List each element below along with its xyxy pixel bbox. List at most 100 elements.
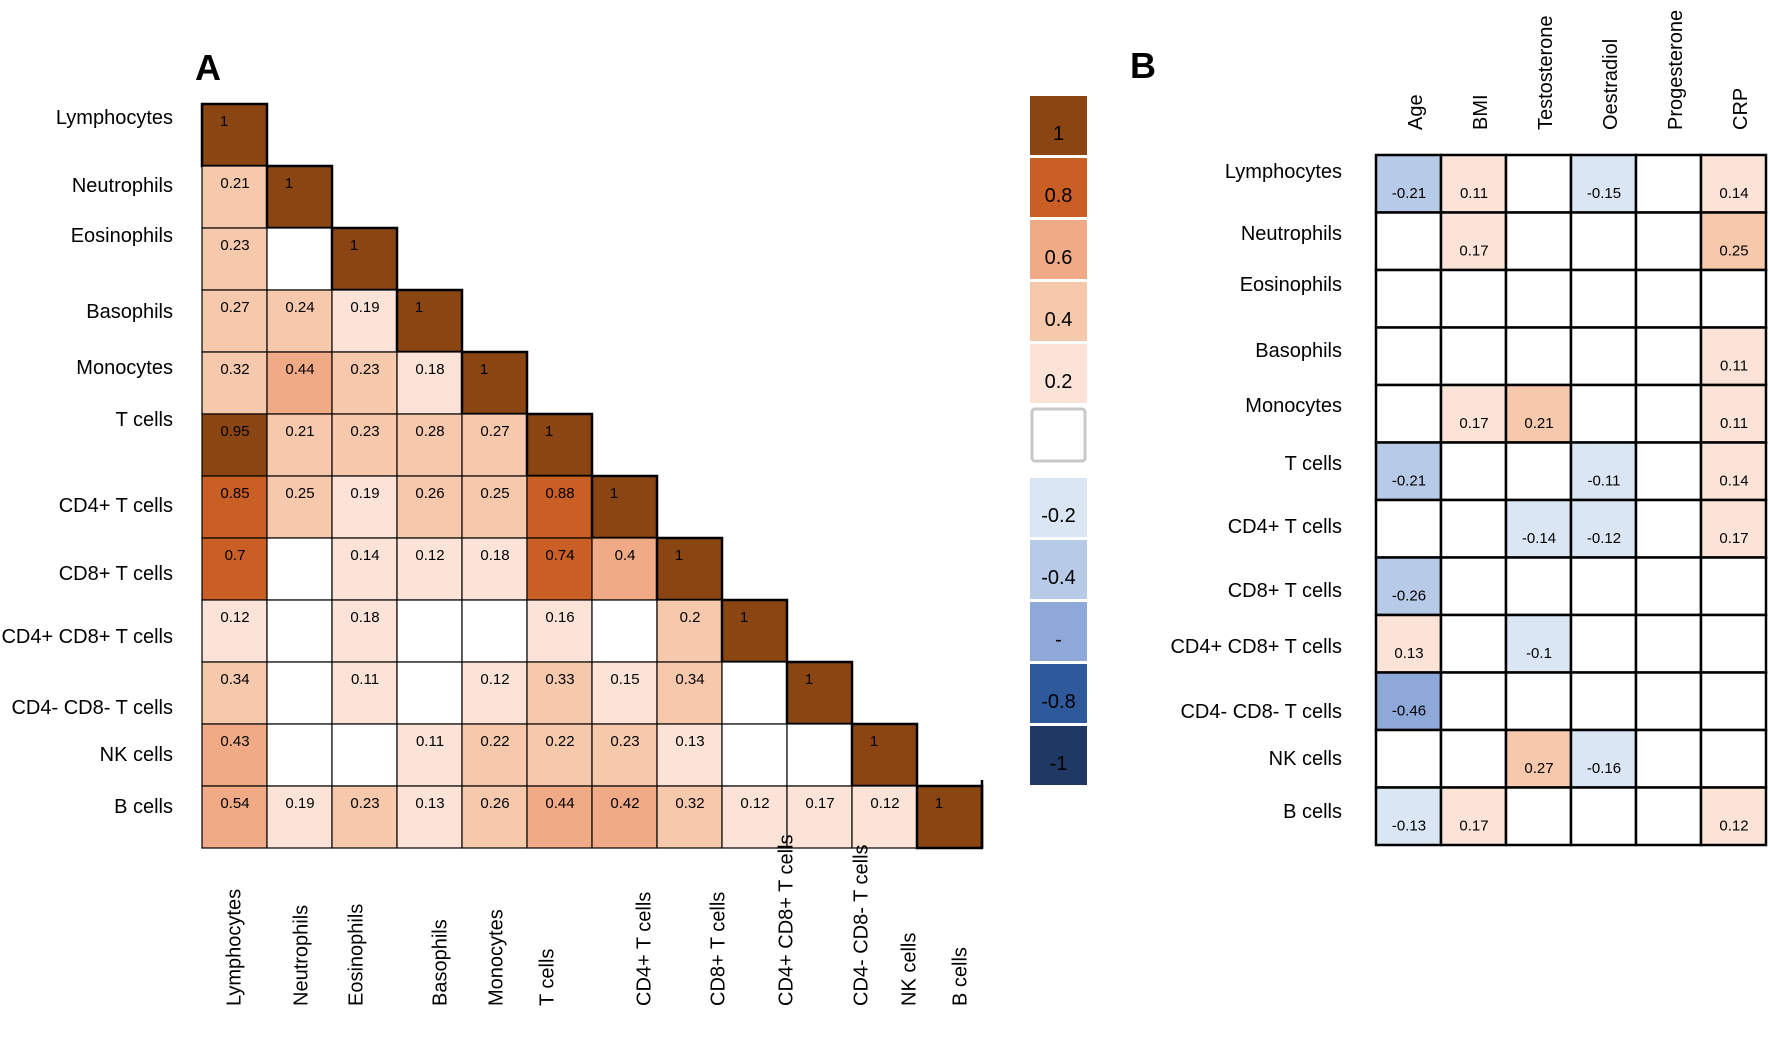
value-a-basophils-neutrophils: 0.24 bbox=[285, 299, 314, 316]
value-b-cd4-t-cells-crp: 0.17 bbox=[1719, 530, 1748, 547]
value-a-b-cells-eosinophils: 0.23 bbox=[350, 795, 379, 812]
panel-label-a: A bbox=[195, 47, 221, 88]
color-scale-legend: 1 0.8 0.6 0.4 0.2 -0.2 -0.4 - -0.8 -1 bbox=[1030, 96, 1087, 785]
value-b-b-cells-bmi: 0.17 bbox=[1459, 818, 1488, 835]
row-label-b-t-cells: T cells bbox=[1285, 453, 1342, 475]
value-a-b-cells-cd8-t-cells: 0.32 bbox=[675, 795, 704, 812]
legend-label-8: -0.4 bbox=[1041, 567, 1075, 589]
col-label-b-bmi: BMI bbox=[1470, 94, 1492, 130]
value-a-nk-cells-nk-cells: 1 bbox=[870, 733, 878, 750]
value-a-cd4-cd8-t-cells-cd8-t-cells: 0.34 bbox=[675, 671, 704, 688]
value-a-cd8-t-cells-cd4-t-cells: 0.4 bbox=[615, 547, 636, 564]
cell-b-cd8-t-cells-oestradiol bbox=[1569, 556, 1638, 617]
cell-b-cd4-t-cells-oestradiol bbox=[1569, 498, 1638, 559]
cell-a-cd4-cd8-t-cells-cd4-cd8-t-cells bbox=[721, 661, 788, 725]
cell-b-nk-cells-bmi bbox=[1439, 728, 1508, 789]
panel-a-heatmap: 10.21 10.23 10.27 0.24 0.19 10.32 0.44 0.23 0.18… bbox=[1, 102, 984, 1006]
cell-a-cd8-t-cells-basophils bbox=[396, 537, 463, 601]
col-label-b-crp: CRP bbox=[1730, 88, 1752, 130]
value-b-lymphocytes-crp: 0.14 bbox=[1719, 185, 1748, 202]
value-a-cd8-t-cells-cd8-t-cells: 1 bbox=[675, 547, 683, 564]
cell-a-b-cells-basophils bbox=[396, 785, 463, 849]
legend-swatch-4 bbox=[1030, 282, 1087, 341]
cell-a-cd8-t-cells-lymphocytes bbox=[201, 537, 268, 601]
cell-b-basophils-progesterone bbox=[1634, 326, 1703, 387]
value-a-cd4-t-cells-neutrophils: 0.25 bbox=[285, 485, 314, 502]
cell-a-t-cells-t-cells bbox=[525, 412, 594, 478]
row-label-a-lymphocytes: Lymphocytes bbox=[56, 107, 173, 129]
cell-b-cd4-cd8-t-cells-oestradiol bbox=[1569, 613, 1638, 674]
value-a-b-cells-nk-cells: 0.12 bbox=[870, 795, 899, 812]
row-label-b-lymphocytes: Lymphocytes bbox=[1225, 161, 1342, 183]
value-b-basophils-crp: 0.11 bbox=[1720, 358, 1748, 375]
value-b-lymphocytes-oestradiol: -0.15 bbox=[1587, 185, 1621, 202]
cell-a-cd4-cd8-t-cells-lymphocytes bbox=[201, 661, 268, 725]
legend-swatch-1 bbox=[1030, 96, 1087, 155]
cell-b-basophils-bmi bbox=[1439, 326, 1508, 387]
cell-b-t-cells-oestradiol bbox=[1569, 441, 1638, 502]
cell-b-eosinophils-crp bbox=[1699, 268, 1768, 329]
cell-a-cd4-cd8-t-cells-neutrophils bbox=[266, 661, 333, 725]
cell-a-nk-cells-nk-cells bbox=[850, 722, 919, 788]
cell-a-cd8-t-cells-eosinophils bbox=[331, 537, 398, 601]
cell-b-basophils-crp bbox=[1699, 326, 1768, 387]
cell-a-cd8-t-cells-cd8-t-cells bbox=[655, 536, 724, 602]
legend-label-7: -0.2 bbox=[1041, 505, 1075, 527]
cell-a-cd4-t-cells-neutrophils bbox=[266, 475, 333, 539]
value-a-cd4-cd8-t-cells-eosinophils: 0.18 bbox=[350, 609, 379, 626]
cell-b-cd4-cd8-t-cells-bmi bbox=[1439, 613, 1508, 674]
cell-b-nk-cells-oestradiol bbox=[1569, 728, 1638, 789]
cell-a-b-cells-cd4-cd8-t-cells bbox=[721, 785, 788, 849]
cell-b-cd4-cd8-t-cells-testosterone bbox=[1504, 613, 1573, 674]
value-a-basophils-basophils: 1 bbox=[415, 299, 423, 316]
value-a-monocytes-neutrophils: 0.44 bbox=[285, 361, 314, 378]
value-a-eosinophils-lymphocytes: 0.23 bbox=[220, 237, 249, 254]
cell-b-t-cells-testosterone bbox=[1504, 441, 1573, 502]
col-label-b-oestradiol: Oestradiol bbox=[1600, 39, 1622, 130]
cell-b-eosinophils-progesterone bbox=[1634, 268, 1703, 329]
row-label-b-basophils: Basophils bbox=[1255, 340, 1342, 362]
col-label-b-testosterone: Testosterone bbox=[1535, 15, 1557, 130]
value-b-monocytes-testosterone: 0.21 bbox=[1524, 415, 1553, 432]
cell-a-eosinophils-lymphocytes bbox=[201, 227, 268, 291]
cell-b-t-cells-crp bbox=[1699, 441, 1768, 502]
cell-b-b-cells-progesterone bbox=[1634, 786, 1703, 847]
cell-b-basophils-testosterone bbox=[1504, 326, 1573, 387]
value-a-cd4-t-cells-t-cells: 0.88 bbox=[545, 485, 574, 502]
value-a-cd8-t-cells-monocytes: 0.18 bbox=[480, 547, 509, 564]
cell-b-neutrophils-age bbox=[1374, 211, 1443, 272]
cell-b-cd4-t-cells-crp bbox=[1699, 498, 1768, 559]
cell-a-cd4-cd8-t-cells-monocytes bbox=[461, 599, 528, 663]
value-a-t-cells-neutrophils: 0.21 bbox=[285, 423, 314, 440]
cell-b-monocytes-age bbox=[1374, 383, 1443, 444]
cell-a-nk-cells-neutrophils bbox=[266, 723, 333, 787]
value-a-basophils-eosinophils: 0.19 bbox=[350, 299, 379, 316]
cell-b-b-cells-bmi bbox=[1439, 786, 1508, 847]
row-label-a-cd4-cd8-t-cells: CD4+ CD8+ T cells bbox=[1, 626, 173, 648]
value-a-t-cells-monocytes: 0.27 bbox=[480, 423, 509, 440]
value-b-t-cells-oestradiol: -0.11 bbox=[1587, 473, 1620, 490]
col-label-a-neutrophils: Neutrophils bbox=[290, 905, 312, 1006]
cell-b-neutrophils-crp bbox=[1699, 211, 1768, 272]
cell-b-t-cells-progesterone bbox=[1634, 441, 1703, 502]
cell-a-monocytes-lymphocytes bbox=[201, 351, 268, 415]
legend-swatch-8 bbox=[1030, 540, 1087, 599]
value-b-t-cells-age: -0.21 bbox=[1392, 473, 1426, 490]
cell-a-cd4-t-cells-basophils bbox=[396, 475, 463, 539]
cell-b-cd8-t-cells-testosterone bbox=[1504, 556, 1573, 617]
value-b-b-cells-age: -0.13 bbox=[1392, 818, 1426, 835]
row-label-b-eosinophils: Eosinophils bbox=[1240, 274, 1342, 296]
row-label-b-b-cells: B cells bbox=[1283, 801, 1342, 823]
cell-b-nk-cells-crp bbox=[1699, 728, 1768, 789]
cell-b-cd4-cd8-t-cells-progesterone bbox=[1634, 613, 1703, 674]
cell-a-cd4-cd8-t-cells-t-cells bbox=[526, 599, 593, 663]
cell-b-lymphocytes-testosterone bbox=[1504, 153, 1573, 214]
value-a-b-cells-basophils: 0.13 bbox=[415, 795, 444, 812]
cell-a-t-cells-lymphocytes bbox=[201, 413, 268, 477]
row-label-b-cd4-t-cells: CD4+ T cells bbox=[1228, 516, 1342, 538]
cell-a-cd4-cd8-t-cells-eosinophils bbox=[331, 599, 398, 663]
panel-label-b: B bbox=[1130, 45, 1156, 86]
value-a-t-cells-basophils: 0.28 bbox=[415, 423, 444, 440]
value-b-cd8-t-cells-age: -0.26 bbox=[1392, 588, 1426, 605]
